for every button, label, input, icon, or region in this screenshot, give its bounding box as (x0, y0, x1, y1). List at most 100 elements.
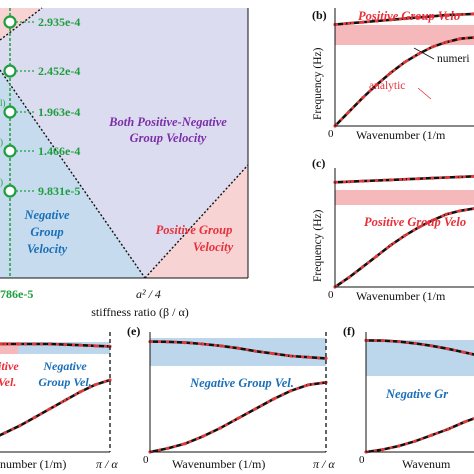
data-point (389, 178, 393, 182)
x-axis-label: stiffness ratio (β / α) (91, 305, 189, 319)
b-origin: 0 (328, 128, 334, 140)
data-point (347, 110, 351, 114)
data-point (402, 177, 407, 181)
series-dash (149, 381, 327, 454)
b-legend-numeric-pointer (413, 47, 435, 60)
data-point (416, 225, 420, 230)
curves-c (333, 174, 474, 289)
d-region-text2-1: Negative (42, 359, 87, 373)
data-point (48, 407, 52, 411)
marker-value-label: 1.466e-4 (38, 144, 80, 158)
data-point (380, 448, 384, 452)
data-point (402, 17, 407, 21)
curves-b (333, 12, 474, 128)
series-line (0, 378, 111, 437)
data-point (430, 45, 434, 49)
data-point (389, 71, 393, 75)
data-point (416, 15, 420, 19)
c-ylabel: Frequency (Hz) (312, 209, 324, 282)
data-point (166, 446, 170, 450)
data-point (375, 254, 379, 258)
data-point (458, 12, 462, 17)
data-point (397, 340, 401, 344)
b-legend-numeric: numeri (437, 53, 470, 65)
marker-value-label: 1.963e-4 (38, 105, 80, 119)
region-positive-label-1: Positive Group (156, 223, 233, 237)
band-b (335, 25, 474, 45)
marker-point (3, 144, 17, 158)
data-point (446, 347, 450, 351)
data-point (166, 340, 170, 344)
data-point (78, 390, 82, 394)
f-label: (f) (343, 324, 355, 338)
d-region-text1-1: itive (0, 359, 19, 373)
d-tick-pi: π / α (96, 457, 118, 471)
data-point (18, 424, 22, 428)
data-point (218, 344, 222, 348)
marker-letter: ) (0, 137, 3, 147)
region-negative-label-3: Velocity (27, 242, 68, 256)
data-point (254, 407, 258, 411)
data-point (416, 52, 420, 56)
data-point (289, 354, 293, 358)
b-label: (b) (312, 8, 327, 22)
f-region-text: Negative Gr (385, 387, 448, 401)
data-point (375, 178, 379, 183)
data-point (63, 343, 67, 347)
marker-letter: ) (0, 177, 3, 187)
curves-f (364, 338, 474, 454)
data-point (430, 433, 434, 437)
subplot-e: (e) Negative Group Vel. 0 Wavenumber (1/… (127, 324, 335, 471)
data-point (347, 21, 351, 25)
data-point (347, 180, 351, 184)
data-point (430, 344, 434, 348)
data-point (183, 341, 187, 345)
c-xlabel: Wavenumber (1/m (356, 289, 446, 303)
data-point (462, 420, 466, 424)
data-point (271, 397, 275, 401)
data-point (462, 350, 466, 354)
data-point (3, 431, 7, 435)
data-point (324, 356, 328, 360)
main-panel: 2.935e-4 2.452e-4 1.963e-4 l) 1.466e-4) 9.831… (0, 7, 249, 319)
b-legend-analytic-pointer (417, 87, 432, 100)
data-point (254, 349, 258, 353)
data-point (430, 176, 434, 180)
data-point (444, 13, 448, 17)
data-point (444, 175, 448, 180)
region-positive-label-2: Velocity (193, 240, 234, 254)
data-point (93, 344, 97, 348)
data-point (33, 415, 37, 419)
c-origin: 0 (328, 289, 334, 301)
subplot-b: (b) Positive Group Velo numeri analytic … (312, 8, 474, 142)
band-c (335, 190, 474, 205)
data-point (413, 439, 417, 443)
data-point (33, 342, 37, 346)
data-point (361, 179, 365, 183)
c-region-text: Positive Group Velo (364, 215, 466, 229)
d-xlabel: number (1/m) (0, 457, 66, 471)
data-point (361, 20, 365, 24)
region-both-label-2: Group Velocity (130, 131, 207, 145)
data-point (375, 19, 379, 23)
data-point (18, 342, 22, 346)
data-point (444, 212, 448, 216)
data-point (402, 60, 407, 64)
data-point (361, 96, 365, 100)
data-point (430, 14, 434, 18)
data-point (389, 18, 393, 22)
curves-d (0, 342, 112, 437)
marker-point (3, 105, 17, 119)
data-point (458, 37, 462, 41)
subplot-d: itive Vel. Negative Group Vel. number (1… (0, 332, 118, 471)
data-point (236, 346, 240, 350)
band-f (366, 340, 474, 376)
region-negative (0, 70, 145, 278)
data-point (236, 416, 240, 420)
data-point (361, 265, 365, 269)
data-point (375, 83, 379, 87)
marker-point (3, 15, 17, 29)
b-region-text: Positive Group Velo (358, 9, 460, 23)
x-tick-left: 786e-5 (0, 287, 33, 301)
